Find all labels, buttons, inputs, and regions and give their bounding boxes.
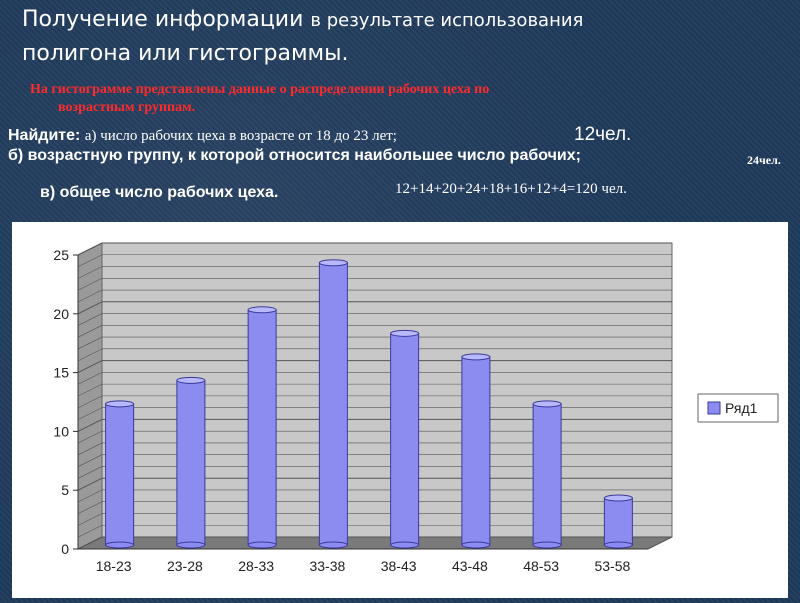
bar-top: [105, 400, 135, 408]
title-part1: Получение информации: [22, 7, 304, 32]
y-tick-label: 5: [61, 482, 69, 498]
chart-panel: 0 5 10 15 20 25 18-23 23-28 28-33 33-38 38-43 43-48…: [12, 222, 788, 598]
bar-base: [603, 541, 633, 549]
gridline-side: [77, 489, 103, 503]
gridline-side: [77, 336, 103, 350]
bar-38-43: [390, 329, 420, 549]
bar: [603, 497, 633, 546]
x-tick-label: 43-48: [452, 558, 488, 574]
y-tick-label: 15: [53, 365, 69, 381]
bar: [461, 356, 491, 546]
gridline-side: [77, 348, 103, 362]
task-a-answer: 12чел.: [574, 124, 632, 145]
bar: [318, 262, 348, 546]
bar-top: [603, 494, 633, 502]
gridline-side: [77, 407, 103, 420]
gridline-side: [77, 501, 103, 514]
gridline-side: [77, 278, 103, 291]
title-part2: в результате использования: [310, 10, 584, 31]
gridline-side: [77, 360, 103, 374]
x-tick-label: 33-38: [309, 558, 345, 574]
bar-top: [390, 329, 420, 337]
gridline-side: [77, 289, 103, 303]
intro-line1: На гистограмме представлены данные о рас…: [30, 82, 490, 97]
x-tick-label: 48-53: [523, 558, 559, 574]
bar-base: [318, 541, 348, 549]
page-title-line2: полигона или гистограммы.: [22, 41, 349, 66]
task-a: Найдите: а) число рабочих цеха в возраст…: [8, 127, 397, 145]
gridline-side: [77, 513, 103, 526]
bar-28-33: [247, 306, 277, 549]
gridline-side: [77, 418, 103, 432]
task-a-text: а) число рабочих цеха в возрасте от 18 д…: [84, 128, 397, 144]
y-tick-label: 0: [61, 541, 69, 557]
bar-top: [532, 400, 562, 408]
legend-swatch: [707, 401, 721, 415]
bar-top: [247, 306, 277, 314]
x-tick-label: 23-28: [167, 558, 203, 574]
intro-line2: возрастным группам.: [58, 100, 196, 115]
x-tick-label: 53-58: [594, 558, 630, 574]
bar-53-58: [603, 494, 633, 549]
gridline-side: [77, 325, 103, 338]
legend: Ряд1: [697, 393, 779, 423]
gridline-side: [77, 536, 103, 550]
x-tick-label: 18-23: [96, 558, 132, 574]
bar-18-23: [105, 400, 135, 549]
y-tick-label: 10: [53, 423, 69, 439]
task-b-answer: 24чел.: [747, 153, 781, 167]
gridline-side: [77, 242, 103, 256]
bar-43-48: [461, 353, 491, 549]
task-c-text: в) общее число рабочих цеха.: [40, 184, 279, 201]
gridline-side: [77, 442, 103, 456]
page-title-line1: Получение информации в результате исполь…: [22, 4, 583, 37]
gridline-side: [77, 313, 103, 326]
histogram-chart: 0 5 10 15 20 25 18-23 23-28 28-33 33-38 38-43 43-48…: [53, 242, 779, 574]
chart-side-wall: [77, 242, 103, 550]
gridline-side: [77, 301, 103, 315]
gridline-side: [77, 395, 103, 409]
gridline-side: [77, 372, 103, 385]
task-c-answer: 12+14+20+24+18+16+12+4=120 чел.: [395, 181, 627, 197]
bar-base: [247, 541, 277, 549]
x-tick-label: 38-43: [381, 558, 417, 574]
gridline-side: [77, 466, 103, 479]
gridline-side: [77, 477, 103, 491]
bar-base: [532, 541, 562, 549]
gridline-side: [77, 430, 103, 444]
gridline-side: [77, 454, 103, 467]
bar-33-38: [318, 259, 348, 549]
bar: [247, 309, 277, 546]
bar-48-53: [532, 400, 562, 549]
bar-base: [105, 541, 135, 549]
y-tick-label: 25: [53, 247, 69, 263]
bar: [532, 403, 562, 546]
find-label: Найдите:: [8, 127, 81, 144]
bar-top: [461, 353, 491, 361]
gridline-side: [77, 524, 103, 538]
chart-floor: [77, 536, 673, 550]
bar-base: [461, 541, 491, 549]
bar-top: [176, 376, 206, 384]
x-tick-label: 28-33: [238, 558, 274, 574]
gridline-side: [77, 383, 103, 397]
bar-base: [390, 541, 420, 549]
bar-23-28: [176, 376, 206, 549]
bar: [390, 332, 420, 546]
task-b-text: б) возрастную группу, к которой относитс…: [8, 147, 581, 164]
bar: [105, 403, 135, 546]
bar: [176, 379, 206, 546]
gridline-side: [77, 266, 103, 279]
gridline-side: [77, 254, 103, 268]
legend-label: Ряд1: [725, 400, 758, 416]
bar-base: [176, 541, 206, 549]
y-tick-label: 20: [53, 306, 69, 322]
bar-top: [318, 259, 348, 267]
